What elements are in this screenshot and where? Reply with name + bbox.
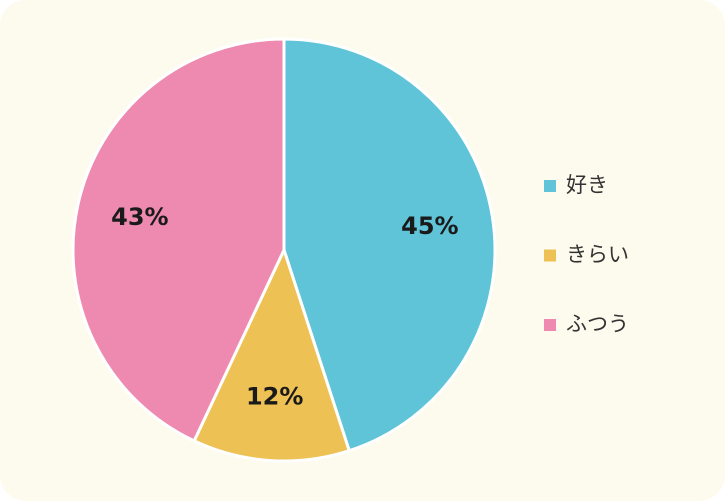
pie: 45% 12% 43% bbox=[71, 37, 497, 463]
data-label: 12% bbox=[246, 382, 303, 410]
legend-swatch bbox=[544, 249, 556, 262]
pie-slice bbox=[282, 37, 497, 453]
data-label: 45% bbox=[401, 212, 458, 240]
legend-label: ふつう bbox=[566, 312, 629, 336]
data-label: 43% bbox=[111, 203, 168, 231]
legend-label: 好き bbox=[566, 173, 608, 197]
legend-label: きらい bbox=[566, 243, 629, 267]
legend-swatch bbox=[544, 180, 556, 192]
pie-slice bbox=[192, 245, 352, 463]
pie-slice bbox=[71, 37, 286, 443]
legend-swatch bbox=[544, 319, 556, 331]
